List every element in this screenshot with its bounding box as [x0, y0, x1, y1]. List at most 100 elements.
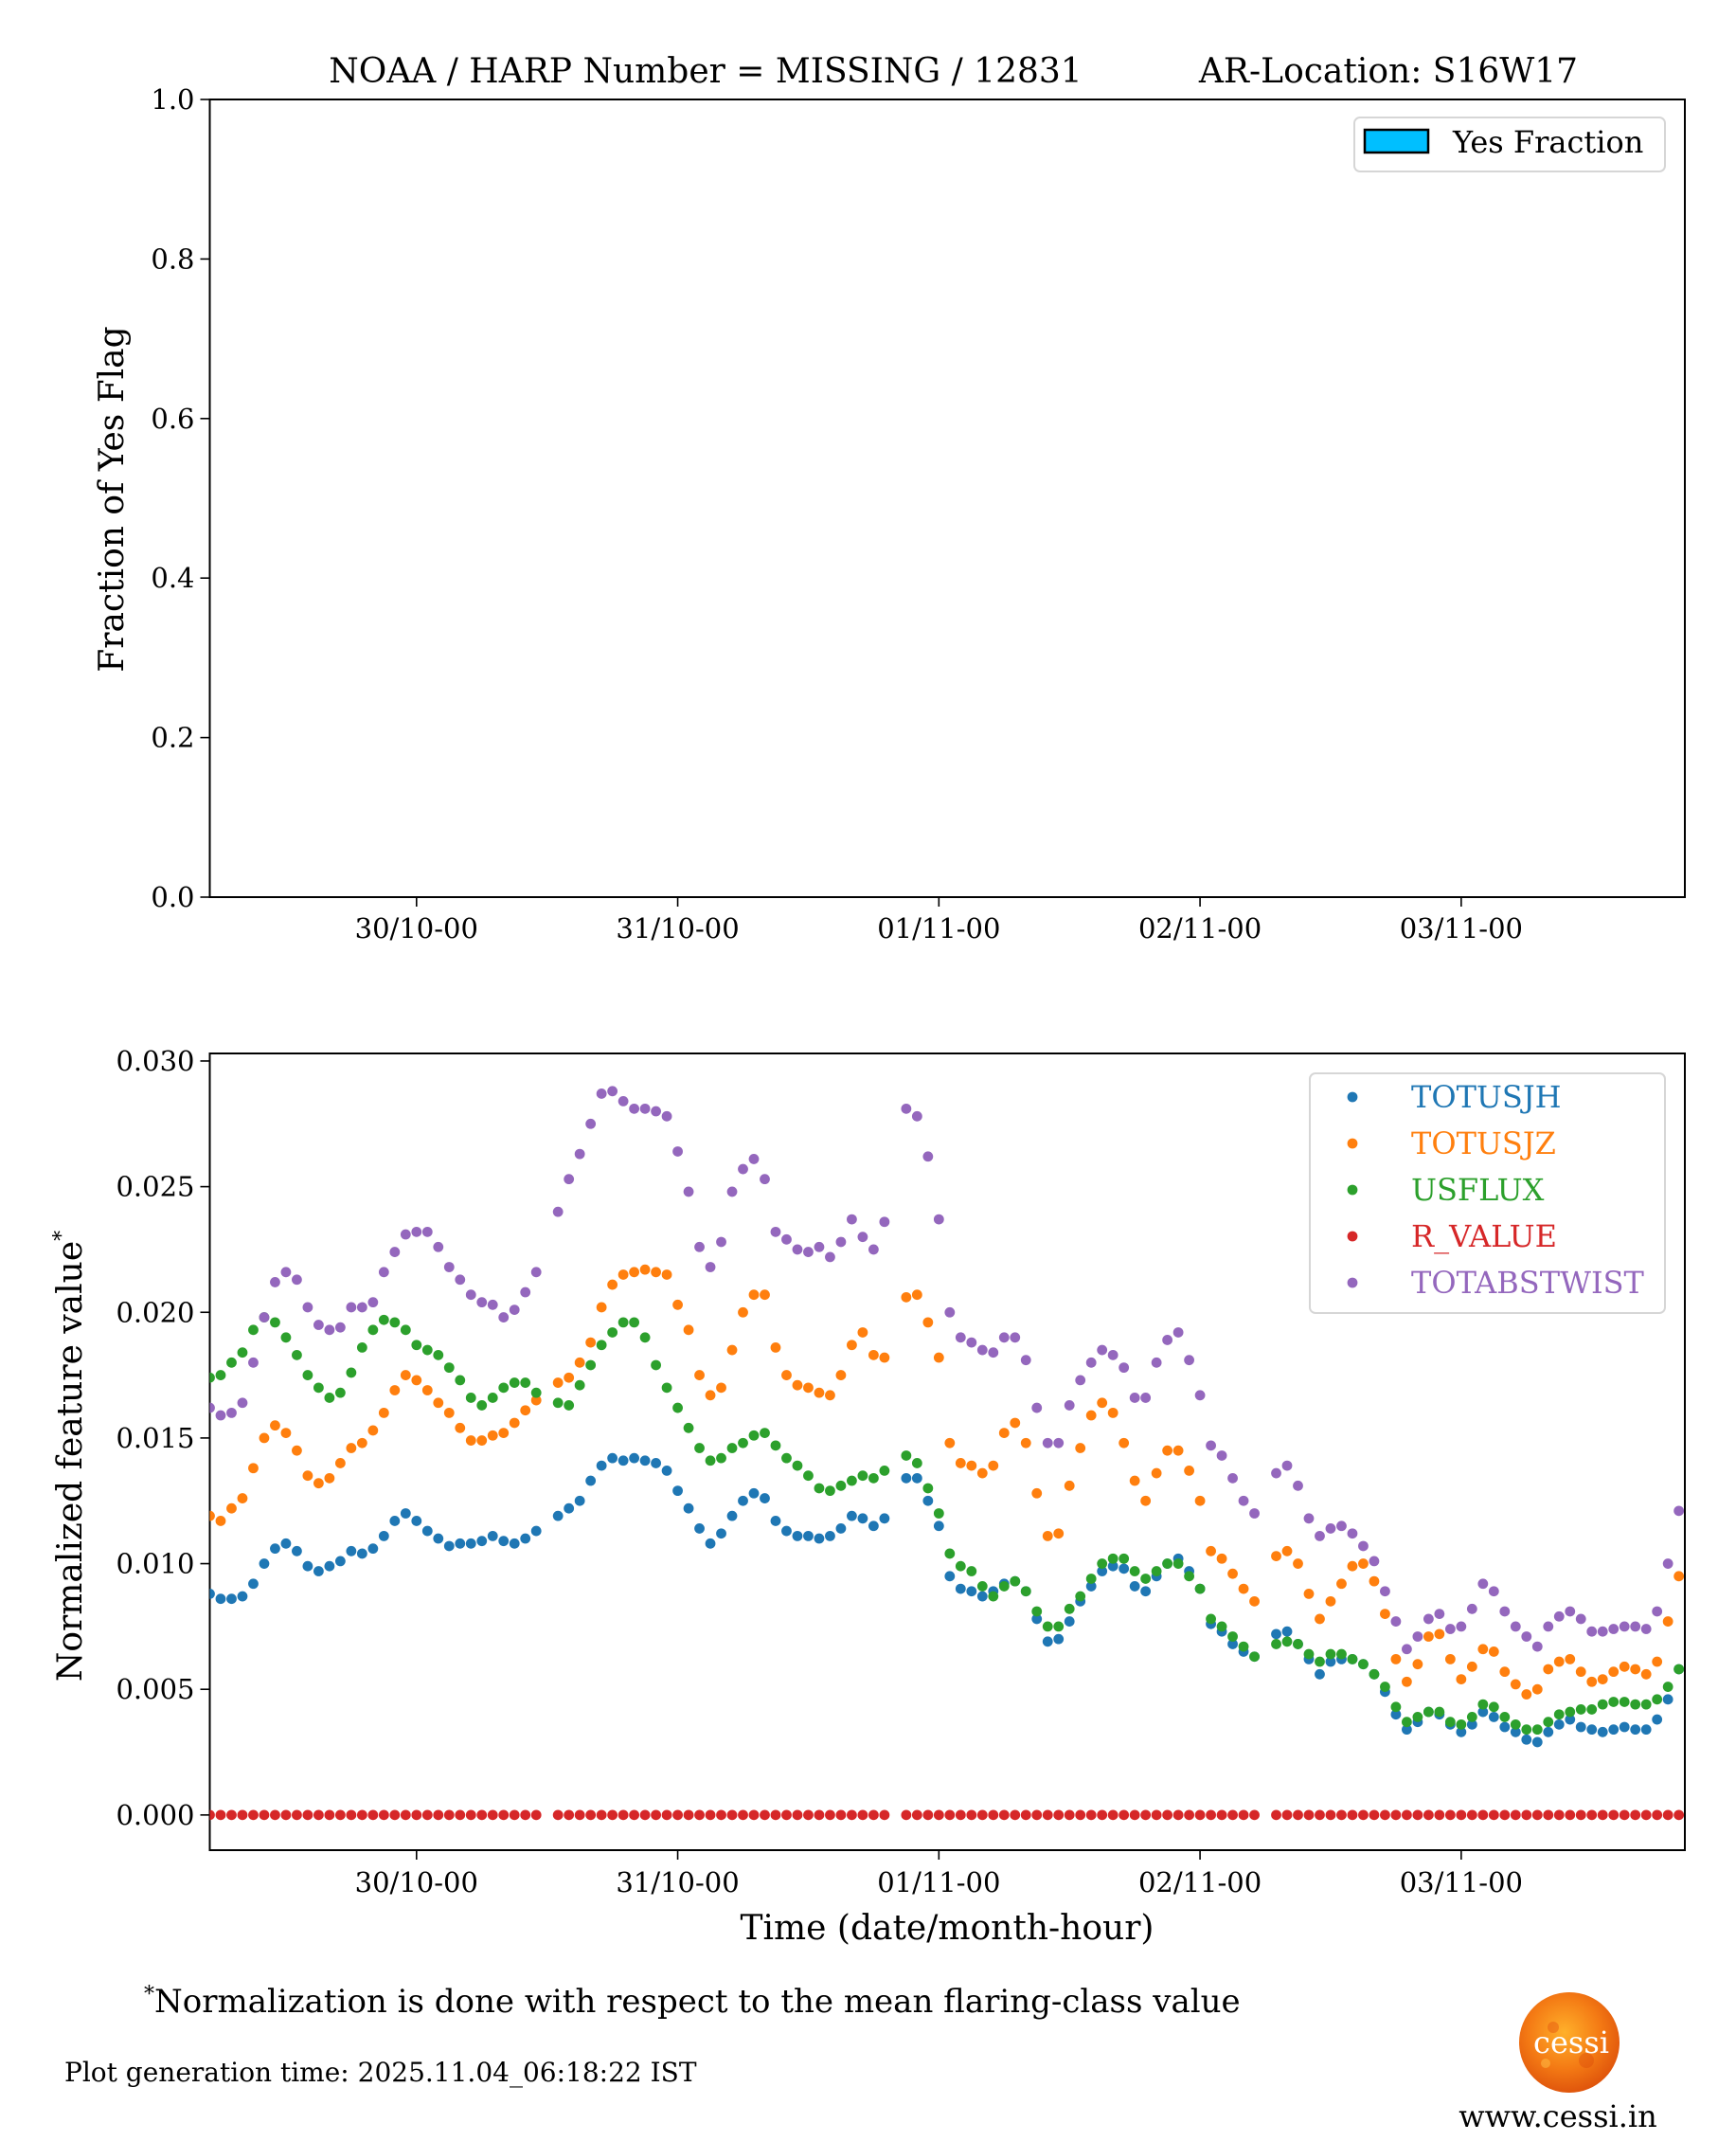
data-point: [694, 1523, 705, 1534]
data-point: [1315, 1668, 1325, 1680]
data-point: [1456, 1726, 1467, 1737]
data-point: [1402, 1809, 1412, 1821]
data-point: [356, 1437, 367, 1448]
data-point: [955, 1458, 966, 1468]
data-point: [781, 1452, 792, 1464]
data-point: [1064, 1400, 1075, 1411]
data-point: [585, 1118, 597, 1129]
ylabel-marker: *: [50, 1231, 74, 1241]
data-point: [1184, 1465, 1194, 1476]
data-point: [1597, 1626, 1608, 1637]
data-point: [302, 1560, 313, 1572]
data-point: [421, 1344, 433, 1356]
scatter-points: [209, 1086, 1685, 1821]
legend-label-totusjz: TOTUSJZ: [1411, 1125, 1556, 1161]
data-point: [564, 1372, 575, 1383]
data-point: [955, 1583, 966, 1594]
data-point: [1325, 1523, 1336, 1534]
data-point: [1673, 1809, 1685, 1821]
data-point: [770, 1226, 781, 1237]
data-point: [1608, 1624, 1620, 1634]
data-point: [324, 1809, 335, 1821]
data-point: [1662, 1616, 1673, 1627]
data-point: [1227, 1809, 1238, 1821]
data-point: [847, 1475, 857, 1486]
data-point: [1281, 1809, 1293, 1821]
data-point: [1543, 1809, 1554, 1821]
website-link[interactable]: www.cessi.in: [1459, 2098, 1657, 2134]
data-point: [552, 1377, 564, 1388]
data-point: [617, 1269, 629, 1280]
data-point: [455, 1538, 466, 1549]
data-point: [1194, 1809, 1206, 1821]
legend-marker-r_value: [1347, 1231, 1358, 1242]
data-point: [1553, 1809, 1565, 1821]
data-point: [1412, 1711, 1423, 1722]
data-point: [1315, 1530, 1325, 1541]
data-point: [1020, 1437, 1031, 1448]
data-point: [1075, 1591, 1086, 1602]
data-point: [683, 1809, 694, 1821]
data-point: [313, 1566, 324, 1576]
data-point: [443, 1362, 455, 1374]
data-point: [1630, 1699, 1641, 1710]
data-point: [1085, 1410, 1097, 1421]
data-point: [1662, 1694, 1673, 1705]
data-point: [280, 1428, 292, 1439]
data-point: [922, 1495, 934, 1506]
series-usflux: [209, 1312, 1685, 1736]
data-point: [1293, 1558, 1303, 1569]
data-point: [552, 1206, 564, 1217]
data-point: [443, 1262, 455, 1272]
data-point: [760, 1493, 770, 1503]
data-point: [215, 1370, 226, 1380]
data-point: [411, 1340, 422, 1351]
data-point: [367, 1324, 379, 1336]
data-point: [356, 1809, 367, 1821]
data-point: [1107, 1349, 1119, 1360]
data-point: [607, 1327, 618, 1338]
data-point: [1543, 1726, 1554, 1737]
data-point: [346, 1367, 357, 1378]
data-point: [988, 1591, 999, 1602]
data-point: [770, 1516, 781, 1526]
data-point: [324, 1324, 335, 1336]
data-point: [1162, 1558, 1173, 1569]
data-point: [976, 1591, 988, 1602]
data-point: [1543, 1621, 1554, 1632]
data-point: [378, 1530, 389, 1541]
data-point: [1184, 1571, 1194, 1582]
data-point: [564, 1400, 575, 1411]
data-point: [530, 1267, 542, 1278]
legend-marker-totusjh: [1347, 1091, 1358, 1103]
data-point: [1565, 1706, 1576, 1718]
data-point: [629, 1267, 640, 1278]
data-point: [966, 1566, 977, 1576]
data-point: [400, 1809, 411, 1821]
data-point: [1129, 1809, 1140, 1821]
data-point: [661, 1110, 672, 1122]
data-point: [857, 1232, 868, 1243]
y-tick-label: 0.0: [151, 881, 194, 913]
data-point: [476, 1536, 488, 1547]
legend-marker-totabstwist: [1347, 1277, 1358, 1288]
data-point: [1434, 1809, 1445, 1821]
data-point: [1325, 1595, 1336, 1607]
data-point: [1652, 1714, 1663, 1725]
x-tick-label: 30/10-00: [355, 1866, 478, 1898]
data-point: [1586, 1704, 1598, 1715]
title-harp: NOAA / HARP Number = MISSING / 12831: [329, 52, 1082, 91]
data-point: [1477, 1809, 1489, 1821]
data-point: [346, 1809, 357, 1821]
data-point: [476, 1400, 488, 1411]
data-point: [835, 1809, 847, 1821]
data-point: [748, 1487, 760, 1499]
data-point: [1064, 1809, 1075, 1821]
data-point: [292, 1545, 302, 1556]
data-point: [1194, 1495, 1206, 1506]
data-point: [596, 1302, 607, 1313]
data-point: [574, 1379, 585, 1391]
data-point: [868, 1472, 879, 1484]
data-point: [847, 1510, 857, 1521]
data-point: [248, 1578, 259, 1590]
